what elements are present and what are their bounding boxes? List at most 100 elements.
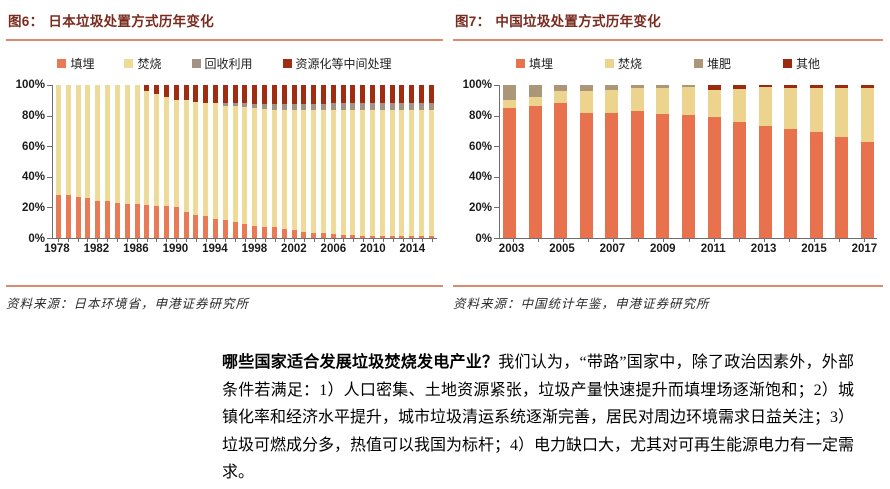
bar-segment [605, 112, 619, 238]
y-axis: 0% 20% 40% 60% 80% 100% [6, 79, 52, 245]
bar-segment [232, 221, 238, 238]
bar-segment [350, 234, 356, 238]
bar-segment [311, 232, 317, 238]
legend-swatch-icon [694, 58, 703, 68]
bar-segment [320, 85, 326, 105]
x-axis-tick [166, 239, 168, 242]
stacked-bar-1978 [56, 85, 61, 238]
stacked-bar-1991 [183, 85, 189, 238]
x-axis-label: 2005 [549, 243, 575, 255]
figure-7-source: 资料来源：中国统计年鉴，申港证券研究所 [453, 297, 710, 311]
x-axis-tick [392, 239, 394, 242]
y-axis-label: 60% [468, 140, 492, 153]
bar-segment [503, 100, 516, 108]
stacked-bar-2012 [733, 85, 747, 238]
x-axis-tick [688, 239, 690, 242]
x-axis-tick [363, 239, 365, 242]
x-axis-tick [814, 239, 816, 242]
bar-segment [389, 85, 395, 104]
bar-segment [399, 85, 405, 104]
bar-segment [144, 91, 150, 206]
legend-item: 回收利用 [191, 55, 253, 72]
bar-segment [252, 107, 258, 226]
bar-segment [154, 85, 160, 95]
bar-segment [399, 103, 405, 111]
bar-segment [262, 108, 268, 227]
legend-item: 资源化等中间处理 [282, 55, 392, 72]
x-axis-tick [176, 239, 178, 242]
bar-segment [379, 235, 385, 238]
x-axis-tick [713, 239, 715, 242]
stacked-bar-2004 [528, 85, 542, 238]
stacked-bar-2008 [350, 85, 356, 238]
bar-segment [252, 104, 258, 108]
stacked-bar-1989 [163, 85, 169, 238]
x-axis-tick [136, 239, 138, 242]
y-axis-label: 40% [468, 171, 492, 184]
x-axis-tick [512, 239, 514, 242]
bar-segment [409, 103, 415, 111]
bar-segment [681, 114, 695, 238]
y-axis-label: 20% [468, 202, 492, 215]
bar-segment [360, 235, 366, 238]
bar-segment [340, 103, 346, 111]
bar-segment [379, 85, 385, 104]
bar-segment [163, 85, 169, 98]
x-axis-label: 2013 [750, 243, 777, 255]
stacked-bar-1983 [105, 85, 111, 238]
bar-segment [281, 85, 287, 105]
stacked-bar-2003 [301, 85, 307, 238]
bar-segment [330, 234, 336, 238]
y-axis-tick [494, 207, 499, 209]
x-axis-tick [382, 239, 384, 242]
bar-segment [124, 85, 130, 204]
bar-segment [707, 89, 721, 118]
x-axis-label: 1986 [123, 243, 149, 255]
bar-segment [242, 224, 248, 238]
bar-segment [340, 234, 346, 238]
bar-segment [409, 236, 415, 238]
bar-segment [428, 110, 434, 237]
y-axis-tick [47, 207, 52, 209]
y-axis-label: 80% [468, 109, 492, 122]
bar-segment [399, 236, 405, 238]
stacked-bar-2012 [389, 85, 395, 238]
bar-segment [262, 226, 268, 238]
bar-segment [503, 107, 516, 238]
bar-segment [330, 85, 336, 104]
bar-segment [656, 85, 670, 89]
bar-segment [252, 85, 258, 105]
bar-segment [173, 85, 179, 101]
bar-segment [330, 103, 336, 111]
x-axis: 1978 1982 1986 1990 1994 1998 2002 2006 2010 2014 [44, 243, 437, 259]
legend-label: 填埋 [70, 56, 95, 71]
bar-segment [281, 104, 287, 110]
x-axis: 2003 2005 2007 2009 2011 2013 2015 2017 [499, 243, 877, 259]
bar-segment [114, 202, 120, 238]
y-axis-tick [47, 176, 52, 178]
x-axis-tick [126, 239, 128, 242]
bar-segment [579, 91, 593, 113]
bar-segment [379, 103, 385, 111]
bar-segment [193, 101, 199, 216]
bar-segment [428, 236, 434, 238]
bar-segment [379, 110, 385, 236]
stacked-bar-2005 [554, 85, 568, 238]
bar-segment [291, 229, 297, 238]
stacked-bar-1994 [213, 85, 218, 238]
x-axis-label: 2007 [599, 243, 626, 255]
bar-segment [784, 88, 798, 130]
x-axis-tick [97, 239, 99, 242]
stacked-bar-2001 [281, 85, 287, 238]
paragraph-lead: 哪些国家适合发展垃圾焚烧发电产业？ [222, 354, 499, 371]
legend-label: 堆肥 [707, 56, 732, 71]
bar-segment [419, 103, 425, 111]
bar-segment [311, 110, 317, 233]
bar-segment [554, 85, 568, 92]
bar-segment [163, 97, 169, 206]
x-axis-tick [294, 239, 296, 242]
stacked-bar-1996 [232, 85, 238, 238]
legend-swatch-icon [783, 58, 793, 68]
x-axis-tick [107, 239, 109, 242]
x-axis-tick [343, 239, 345, 242]
